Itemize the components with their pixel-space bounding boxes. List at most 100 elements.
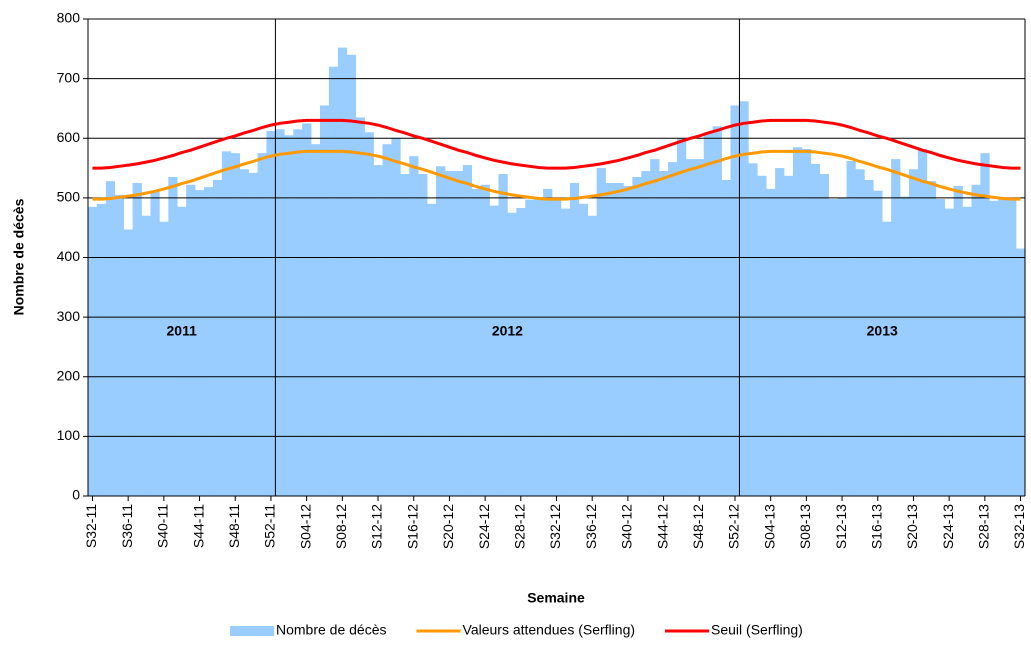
bar bbox=[712, 126, 722, 496]
y-tick-label: 200 bbox=[57, 367, 81, 383]
y-tick-label: 0 bbox=[72, 487, 80, 503]
bar bbox=[650, 159, 660, 496]
bar bbox=[623, 185, 633, 496]
bar bbox=[900, 196, 910, 496]
bar bbox=[418, 174, 428, 496]
bar bbox=[88, 206, 98, 496]
bar bbox=[784, 175, 794, 496]
bar bbox=[1007, 199, 1017, 496]
x-tick-label: S08-13 bbox=[797, 504, 813, 549]
bar bbox=[480, 184, 490, 496]
bar bbox=[864, 179, 874, 497]
bar bbox=[266, 131, 276, 496]
bar bbox=[891, 159, 901, 496]
x-tick-label: S32-12 bbox=[547, 504, 563, 549]
bar bbox=[230, 153, 241, 496]
bar bbox=[721, 179, 731, 497]
bar bbox=[257, 153, 267, 496]
bar bbox=[801, 148, 812, 497]
bar bbox=[221, 151, 232, 496]
y-tick-label: 600 bbox=[57, 129, 81, 145]
x-tick-label: S24-12 bbox=[476, 504, 492, 549]
bar bbox=[382, 144, 392, 496]
bar bbox=[980, 153, 990, 496]
bar bbox=[462, 165, 473, 497]
bar bbox=[123, 229, 133, 496]
line bbox=[92, 149, 1021, 201]
bar bbox=[516, 208, 526, 497]
bar bbox=[525, 199, 535, 496]
bar bbox=[614, 182, 624, 496]
x-tick-label: S12-13 bbox=[833, 504, 849, 549]
bar bbox=[186, 184, 196, 496]
bar bbox=[775, 168, 785, 496]
y-tick-label: 800 bbox=[57, 10, 81, 26]
x-tick-label: S04-12 bbox=[297, 504, 313, 549]
x-tick-label: S52-11 bbox=[262, 504, 278, 548]
bar bbox=[810, 163, 821, 497]
bar bbox=[578, 203, 589, 496]
bar bbox=[792, 147, 803, 496]
bar bbox=[748, 163, 758, 497]
year-label: 2011 bbox=[167, 323, 198, 339]
bar bbox=[159, 221, 169, 496]
bar bbox=[328, 66, 339, 496]
y-tick-label: 300 bbox=[57, 308, 81, 324]
bar bbox=[204, 187, 214, 496]
bar bbox=[427, 203, 437, 496]
bar bbox=[489, 205, 499, 496]
bar bbox=[373, 165, 383, 497]
bar bbox=[882, 221, 892, 496]
bar bbox=[534, 199, 544, 496]
bar bbox=[766, 188, 776, 496]
bar bbox=[730, 105, 740, 497]
year-label: 2013 bbox=[867, 323, 898, 339]
bar bbox=[587, 215, 597, 496]
x-tick-label: S28-12 bbox=[512, 504, 528, 549]
y-tick-label: 100 bbox=[57, 427, 81, 443]
bar bbox=[114, 194, 124, 497]
x-tick-label: S32-13 bbox=[1011, 504, 1027, 549]
y-tick-label: 400 bbox=[57, 248, 81, 264]
bar bbox=[917, 148, 928, 497]
bar bbox=[346, 54, 357, 497]
x-tick-label: S24-13 bbox=[940, 504, 956, 549]
bar bbox=[560, 208, 571, 497]
bar bbox=[141, 215, 151, 496]
bar bbox=[739, 101, 749, 496]
x-tick-label: S40-11 bbox=[155, 504, 171, 548]
x-tick-label: S08-12 bbox=[333, 504, 349, 549]
bar bbox=[819, 174, 829, 496]
bar bbox=[828, 199, 838, 496]
x-tick-label: S36-11 bbox=[119, 504, 135, 548]
bar bbox=[150, 191, 160, 496]
bar bbox=[105, 181, 116, 496]
y-tick-label: 700 bbox=[57, 69, 81, 85]
legend-label: Nombre de décès bbox=[276, 622, 387, 638]
x-tick-label: S48-12 bbox=[690, 504, 706, 549]
bar bbox=[944, 208, 954, 497]
year-label: 2012 bbox=[492, 323, 523, 339]
x-tick-label: S52-12 bbox=[726, 504, 742, 549]
bar bbox=[248, 172, 258, 496]
bar bbox=[284, 135, 294, 497]
bar bbox=[320, 105, 330, 497]
bar bbox=[569, 182, 580, 496]
bar bbox=[355, 117, 365, 496]
bar bbox=[364, 132, 374, 496]
bar bbox=[632, 177, 642, 496]
bar bbox=[908, 169, 919, 496]
bar bbox=[757, 175, 767, 496]
bar bbox=[177, 206, 187, 496]
bar bbox=[409, 156, 419, 496]
bar bbox=[935, 199, 945, 496]
x-tick-label: S16-12 bbox=[404, 504, 420, 549]
bar bbox=[293, 129, 303, 496]
bar bbox=[400, 174, 410, 496]
x-tick-label: S44-11 bbox=[190, 504, 206, 548]
bar bbox=[855, 169, 865, 496]
bar bbox=[685, 159, 696, 496]
bar bbox=[846, 160, 856, 496]
bar bbox=[837, 197, 847, 496]
bar bbox=[703, 132, 713, 496]
